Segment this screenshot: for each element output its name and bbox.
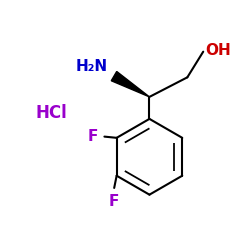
Text: F: F (109, 194, 119, 209)
Text: OH: OH (206, 43, 232, 58)
Text: H₂N: H₂N (76, 59, 108, 74)
Text: HCl: HCl (36, 104, 68, 122)
Polygon shape (111, 72, 150, 97)
Text: F: F (88, 129, 98, 144)
